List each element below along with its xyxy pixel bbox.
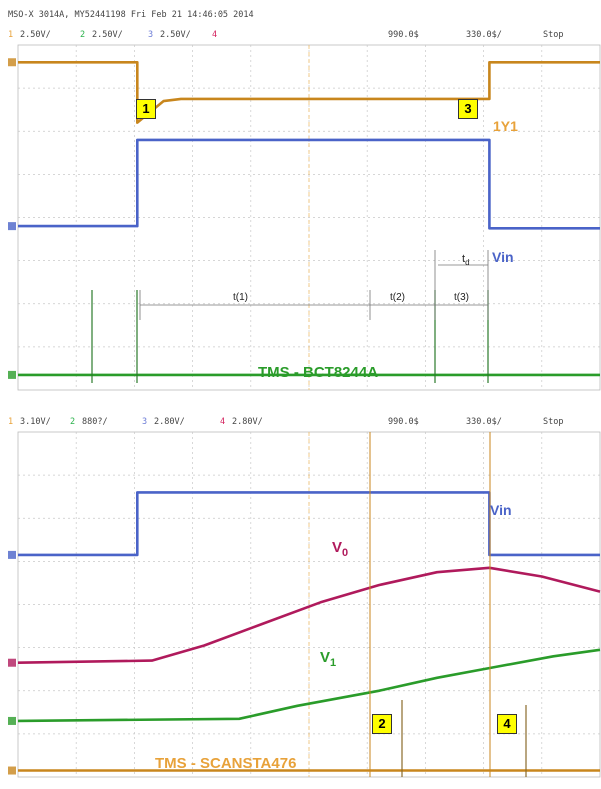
top-title: TMS - BCT8244A — [258, 364, 378, 381]
vin-bottom-label: Vin — [490, 502, 512, 518]
run-state: Stop — [543, 417, 564, 427]
ground-marker — [8, 222, 16, 231]
annotations: t(1) t(2) t(3) td 1Y1 Vin TMS - BCT8244A… — [139, 118, 518, 772]
ground-marker — [8, 658, 16, 667]
ground-marker — [8, 58, 16, 67]
ch2-scale: 2.50V/ — [92, 30, 123, 40]
ch1-num: 1 — [8, 30, 14, 40]
ch4-num: 4 — [212, 30, 218, 40]
ch1-num: 1 — [8, 417, 14, 427]
v0-label: V0 — [332, 539, 348, 559]
trace-1-2 — [17, 648, 601, 723]
instrument-header: MSO-X 3014A, MY52441198 Fri Feb 21 14:46… — [8, 10, 254, 20]
delay-readout: 990.0$ — [388, 417, 419, 427]
ground-marker — [8, 716, 16, 725]
trace-0-1 — [18, 138, 600, 230]
ch3-scale: 2.80V/ — [154, 417, 185, 427]
ch3-num: 3 — [142, 417, 148, 427]
t1-label: t(1) — [233, 292, 248, 303]
t3-label: t(3) — [454, 292, 469, 303]
ch4-scale: 2.80V/ — [232, 417, 263, 427]
ground-marker — [8, 550, 16, 559]
trace-1-0 — [18, 491, 600, 557]
ch4-num: 4 — [220, 417, 226, 427]
ch2-num: 2 — [80, 30, 86, 40]
vin-top-label: Vin — [492, 249, 514, 265]
t2-label: t(2) — [390, 292, 405, 303]
bottom-title: TMS - SCANSTA476 — [155, 755, 296, 772]
v1-label: V1 — [320, 649, 336, 669]
traces — [8, 58, 601, 777]
top-grid — [17, 44, 601, 391]
ground-marker — [8, 766, 16, 775]
ch1-scale: 2.50V/ — [20, 30, 51, 40]
ch2-num: 2 — [70, 417, 76, 427]
timebase-readout: 330.0$/ — [466, 417, 502, 427]
trace-0-0 — [18, 60, 600, 124]
y1-label: 1Y1 — [493, 118, 518, 134]
marker-3: 3 — [458, 99, 478, 119]
ch2-scale: 880?/ — [82, 417, 108, 427]
ch3-scale: 2.50V/ — [160, 30, 191, 40]
trace-1-1 — [17, 566, 601, 664]
timebase-readout: 330.0$/ — [466, 30, 502, 40]
marker-2: 2 — [372, 714, 392, 734]
run-state: Stop — [543, 30, 564, 40]
delay-readout: 990.0$ — [388, 30, 419, 40]
ch3-num: 3 — [148, 30, 154, 40]
ch1-scale: 3.10V/ — [20, 417, 51, 427]
ground-marker — [8, 370, 16, 379]
td-label: td — [462, 253, 470, 267]
marker-4: 4 — [497, 714, 517, 734]
marker-1: 1 — [136, 99, 156, 119]
